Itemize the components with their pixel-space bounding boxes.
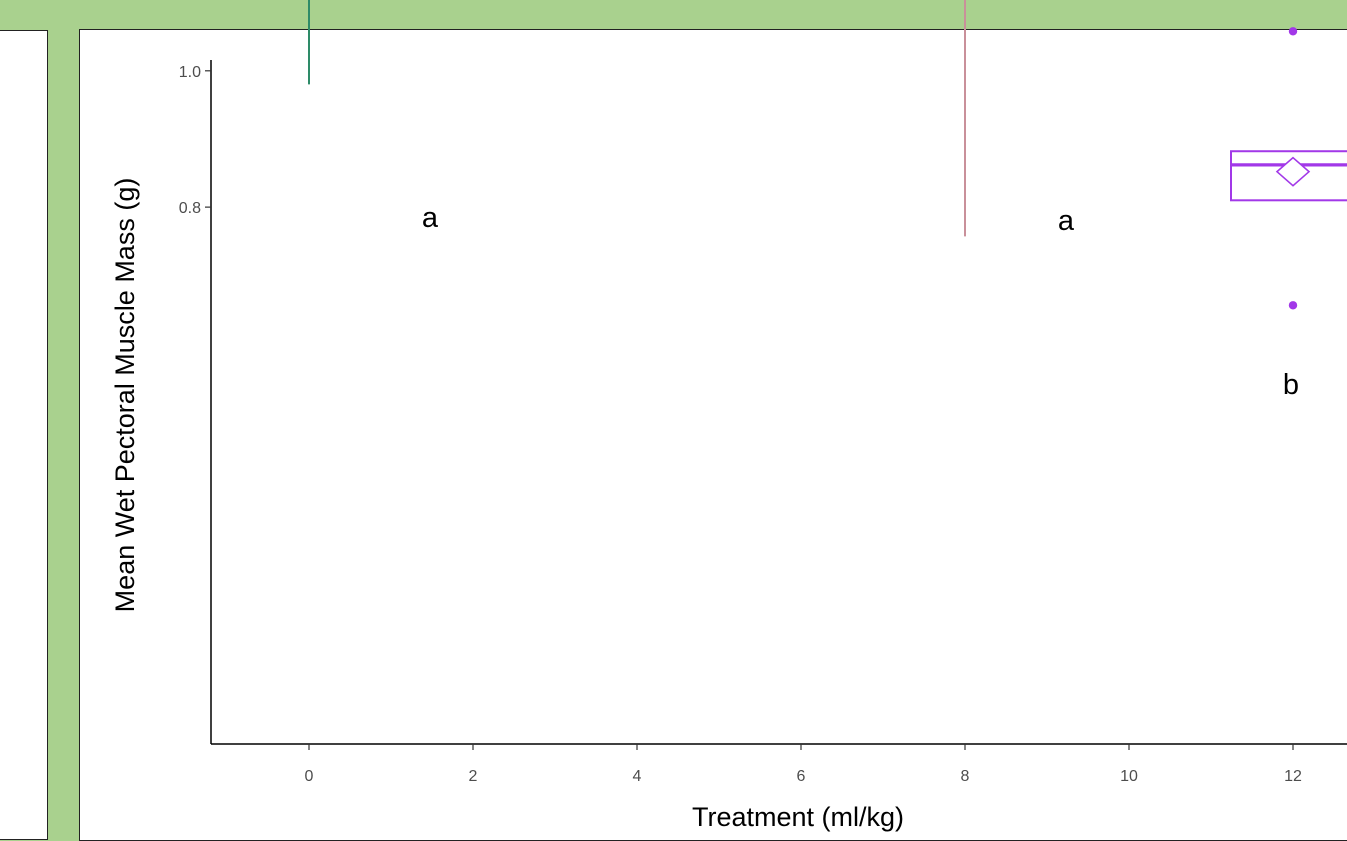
box [1230,150,1347,202]
x-tick-label: 4 [633,768,642,785]
x-tick-label: 2 [469,768,478,785]
left-panel [0,30,48,840]
y-tick-label: 1.0 [179,64,201,81]
box-group: a [964,0,1075,237]
x-tick-label: 10 [1120,768,1138,785]
x-tick-label: 8 [961,768,970,785]
y-axis-title: Mean Wet Pectoral Muscle Mass (g) [110,178,140,613]
significance-letter: b [1283,369,1299,401]
x-tick-label: 0 [305,768,314,785]
x-ticks: 0 2 4 6 8 10 12 [305,744,1302,785]
boxes-layer: a a b [308,0,1347,401]
y-ticks: 0.81.01.21.41.6 [179,64,211,217]
outlier-point [1288,301,1298,310]
outlier-point [1288,27,1298,36]
x-tick-label: 12 [1284,768,1302,785]
box-group: b [1230,27,1347,401]
box-group: a [308,0,439,234]
chart-panel [79,29,1347,841]
significance-letter: a [1058,205,1075,237]
significance-letter: a [422,202,439,234]
mean-marker [1275,156,1311,187]
axes-layer [210,60,1347,745]
y-tick-label: 0.8 [179,200,201,217]
x-axis-title: Treatment (ml/kg) [692,802,904,832]
x-tick-label: 6 [797,768,806,785]
